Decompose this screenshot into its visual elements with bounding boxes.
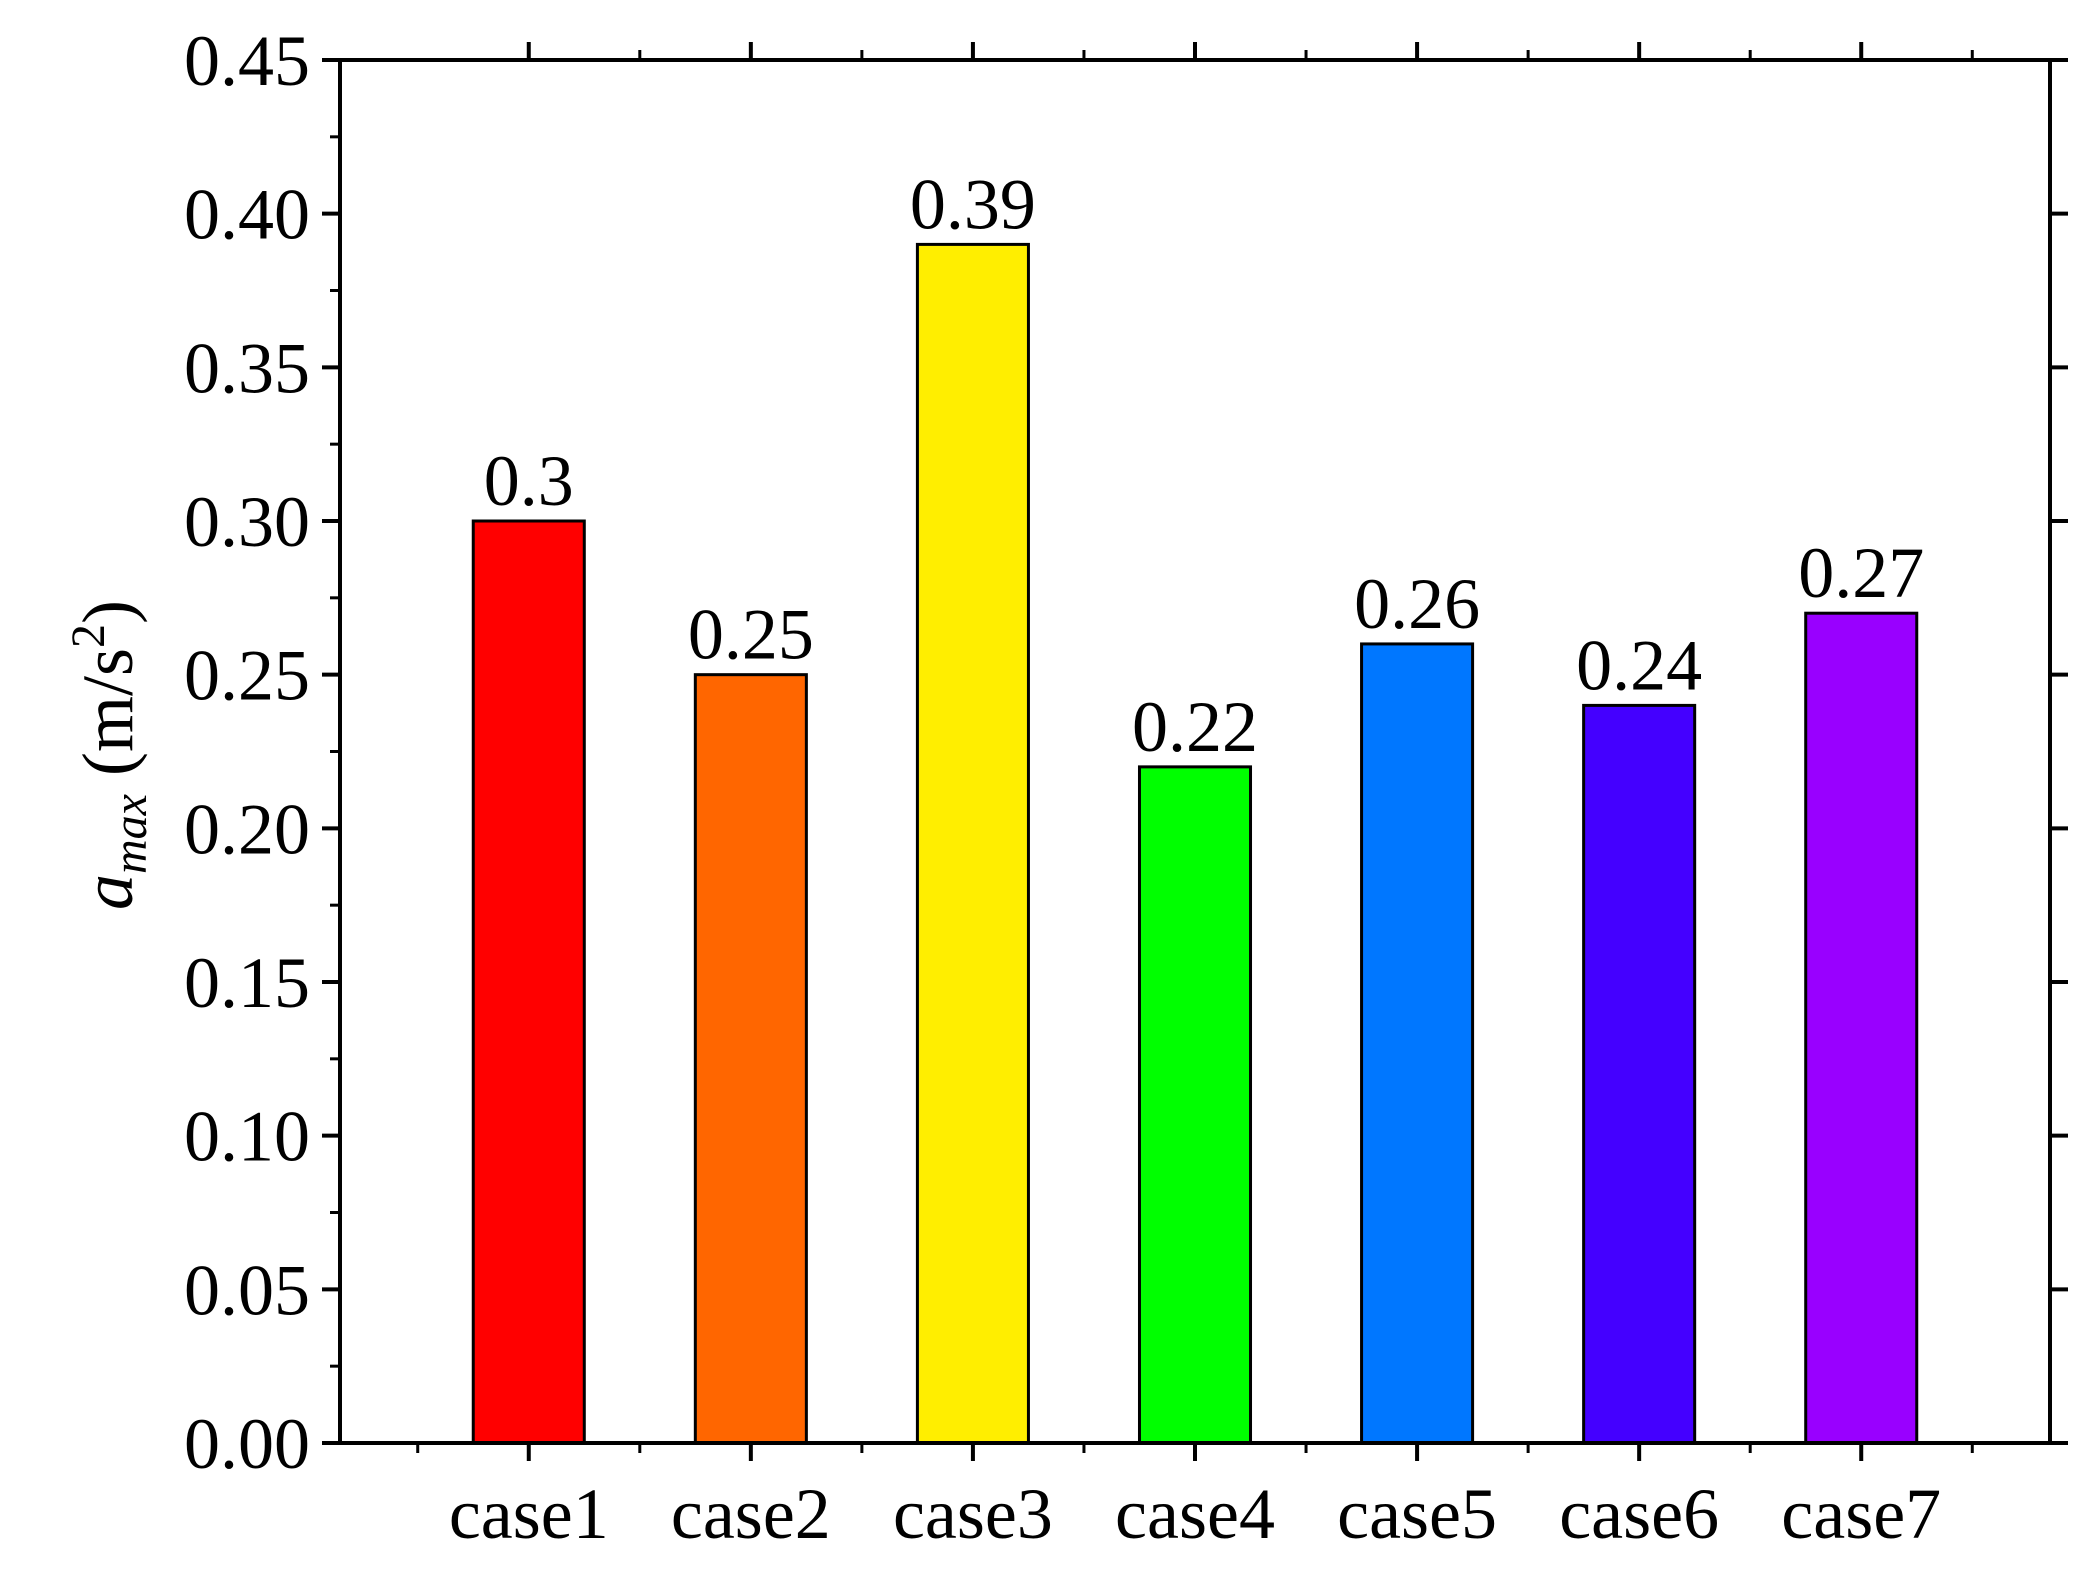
x-tick-label: case1 xyxy=(449,1474,609,1554)
bar-case3 xyxy=(915,242,1030,1445)
bar-value-label: 0.22 xyxy=(1132,687,1258,767)
y-tick-label: 0.40 xyxy=(184,175,310,255)
x-tick-label: case2 xyxy=(671,1474,831,1554)
x-tick-label: case4 xyxy=(1115,1474,1275,1554)
y-tick-label: 0.35 xyxy=(184,328,310,408)
y-label-unit-open: (m/s xyxy=(68,648,148,794)
bar-case5 xyxy=(1360,642,1475,1445)
bar-value-label: 0.26 xyxy=(1354,564,1480,644)
bar-case2 xyxy=(693,673,808,1445)
bar-case1 xyxy=(471,519,586,1445)
bar-case7 xyxy=(1804,611,1919,1445)
y-tick-label: 0.30 xyxy=(184,482,310,562)
y-tick-label: 0.20 xyxy=(184,789,310,869)
y-label-unit-sup: 2 xyxy=(62,624,115,648)
bar-case6 xyxy=(1582,703,1697,1445)
y-label-subscript: max xyxy=(104,794,157,874)
y-tick-label: 0.05 xyxy=(184,1250,310,1330)
bar-value-label: 0.24 xyxy=(1576,625,1702,705)
bars-layer: 0.3 0.25 0.39 0.22 0.26 0.24 0.27 xyxy=(471,164,1924,1445)
y-tick-label: 0.10 xyxy=(184,1097,310,1177)
plot-frame xyxy=(338,58,2052,1445)
bar-value-label: 0.39 xyxy=(910,164,1036,244)
bar-value-label: 0.3 xyxy=(484,441,574,521)
bar-value-label: 0.25 xyxy=(688,595,814,675)
bar-value-label: 0.27 xyxy=(1798,533,1924,613)
ticks-layer: 0.00 0.05 0.10 0.15 0.20 0.25 0.30 0.35 0.40 0.45… xyxy=(184,21,2068,1554)
y-tick-label: 0.00 xyxy=(184,1404,310,1484)
y-label-unit-close: ) xyxy=(68,600,148,624)
y-label-symbol: a xyxy=(68,874,148,910)
y-tick-label: 0.25 xyxy=(184,636,310,716)
x-tick-label: case7 xyxy=(1781,1474,1941,1554)
x-tick-label: case5 xyxy=(1337,1474,1497,1554)
y-axis-label-text: amax (m/s2) xyxy=(62,600,157,910)
x-tick-label: case6 xyxy=(1559,1474,1719,1554)
y-axis-label: amax (m/s2) xyxy=(62,600,157,910)
bar-case4 xyxy=(1137,765,1253,1445)
y-tick-label: 0.15 xyxy=(184,943,310,1023)
x-tick-label: case3 xyxy=(893,1474,1053,1554)
y-tick-label: 0.45 xyxy=(184,21,310,101)
